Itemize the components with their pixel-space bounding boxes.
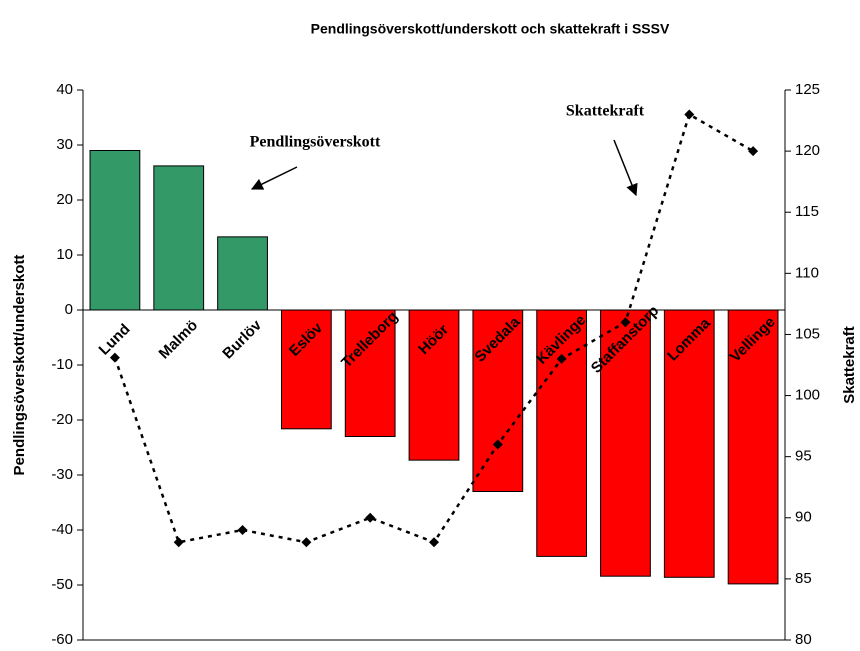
bar	[153, 165, 205, 311]
marker	[748, 146, 759, 157]
y-tick-label: 0	[65, 301, 73, 318]
bar	[217, 236, 268, 311]
y-tick-label: 20	[56, 191, 73, 208]
arrow	[613, 139, 638, 197]
y2-tick-label: 120	[795, 142, 820, 159]
marker	[237, 525, 248, 535]
y2-tick-label: 95	[795, 448, 812, 465]
y-tick-label: -20	[51, 411, 73, 428]
y2-tick-label: 90	[795, 509, 812, 526]
y2-tick-label: 115	[795, 203, 819, 220]
y-tick-label: -60	[51, 631, 73, 646]
bar	[472, 309, 524, 492]
marker	[620, 317, 631, 328]
y2-tick-label: 105	[795, 325, 820, 342]
y-tick-label: 40	[56, 81, 73, 98]
y2-tick-label: 110	[795, 264, 819, 281]
y2-tick-label: 125	[795, 81, 820, 98]
bar	[280, 309, 332, 430]
arrow	[250, 166, 298, 190]
marker	[684, 109, 695, 120]
marker	[301, 537, 312, 548]
chart-title: Pendlingsöverskott/underskott och skatte…	[311, 21, 670, 37]
y2-axis-label: Skattekraft	[841, 326, 858, 404]
marker	[492, 439, 503, 450]
annotation: Skattekraft	[566, 103, 645, 120]
y-axis-label: Pendlingsöverskott/underskott	[11, 255, 28, 476]
x-tick-label: Malmö	[156, 317, 202, 363]
marker	[429, 537, 439, 548]
marker	[365, 512, 376, 523]
y-tick-label: 10	[56, 246, 73, 263]
y2-tick-label: 85	[795, 570, 812, 587]
y2-tick-label: 80	[795, 631, 812, 646]
bar	[89, 150, 141, 311]
marker	[109, 352, 120, 363]
bar	[344, 309, 396, 437]
y-tick-label: -40	[51, 521, 73, 538]
bar	[408, 309, 460, 461]
y2-tick-label: 100	[795, 387, 820, 404]
y-tick-label: -10	[51, 356, 73, 373]
x-tick-label: Lund	[96, 321, 134, 359]
bar	[663, 309, 715, 578]
y-tick-label: -30	[51, 466, 73, 483]
marker	[173, 537, 184, 548]
x-tick-label: Burlöv	[219, 316, 265, 362]
bar	[600, 309, 651, 577]
bar	[727, 309, 779, 585]
annotation: Pendlingsöverskott	[250, 134, 381, 151]
bar	[536, 309, 588, 557]
y-tick-label: -50	[51, 576, 73, 593]
marker	[556, 353, 567, 364]
y-tick-label: 30	[56, 136, 73, 153]
